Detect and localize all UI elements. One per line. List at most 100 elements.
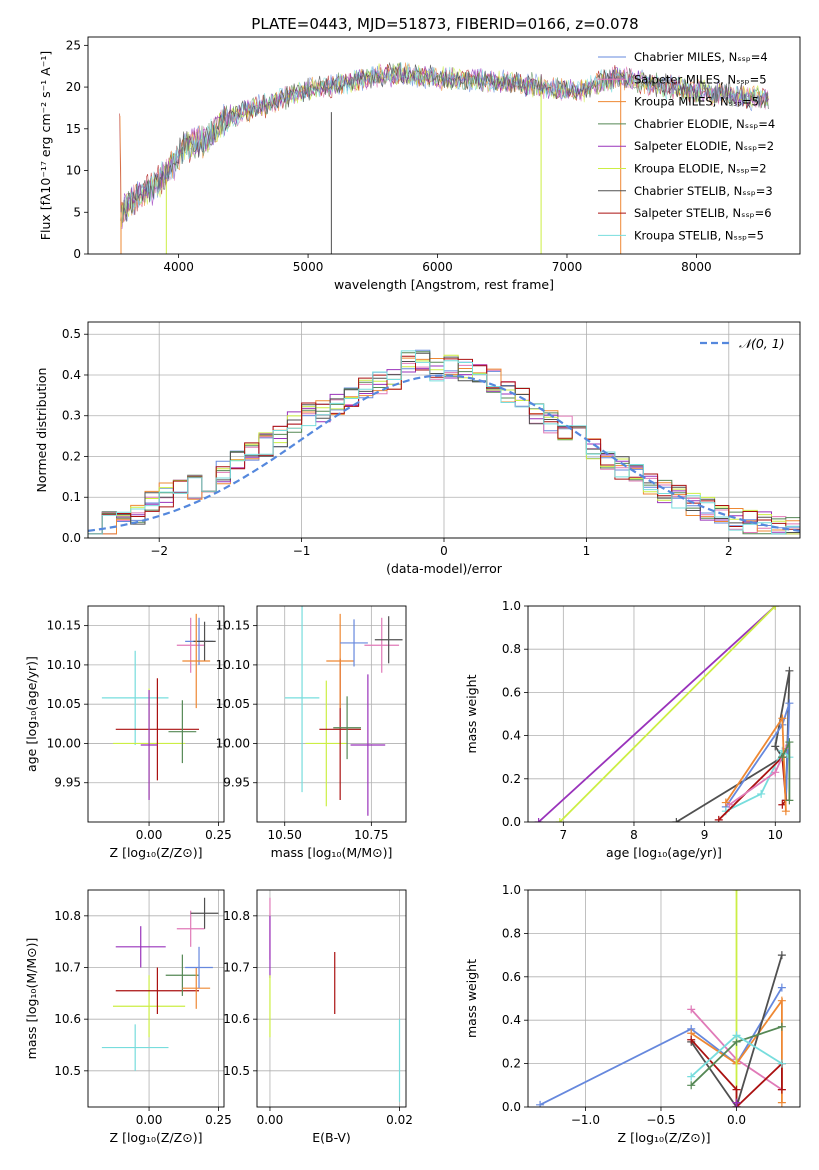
x-tick-label: −1 (293, 544, 311, 558)
x-axis-label: (data-model)/error (386, 561, 503, 576)
weight-marker-kroupa_miles (777, 996, 786, 1005)
y-tick-label: 10.15 (47, 619, 81, 633)
weight-line-kroupa_elodie (559, 606, 776, 822)
weight-marker-chabrier_stelib (672, 818, 681, 822)
panel-2: −2 −1 0 1 2 0.0 0.1 0.2 0.3 0.4 0.5 (data-model)/er… (34, 321, 801, 576)
legend-label-salpeter_elodie: Salpeter ELODIE, Nₛₛₚ=2 (634, 139, 774, 153)
y-tick-label: 0.4 (502, 1013, 521, 1027)
y-tick-label: 10.8 (54, 909, 81, 923)
y-tick-label: 0.6 (502, 970, 521, 984)
weight-marker-chabrier_miles (536, 1100, 545, 1107)
x-tick-label: −0.5 (646, 1113, 675, 1127)
weight-marker-kroupa_elodie (771, 606, 780, 610)
panel-plot-area (257, 890, 406, 1107)
panel-frame (87, 36, 801, 255)
panel-plot-area (257, 606, 406, 822)
y-tick-label: 0.2 (502, 1057, 521, 1071)
x-tick-label: 0.25 (205, 828, 232, 842)
x-tick-label: 0.00 (257, 1113, 284, 1127)
panel-frame (256, 889, 407, 1108)
y-tick-label: 15 (66, 122, 81, 136)
x-axis-label: age [log₁₀(age/yr)] (606, 845, 722, 860)
y-tick-label: 5 (73, 205, 81, 219)
y-tick-label: 10.10 (216, 658, 250, 672)
panel-frame (87, 889, 225, 1108)
y-axis-label: Normed distribution (34, 368, 49, 493)
y-tick-label: 9.95 (223, 776, 250, 790)
x-tick-label: 0.0 (727, 1113, 746, 1127)
panel-plot-area (88, 890, 224, 1107)
legend-label-kroupa_miles: Kroupa MILES, Nₛₛₚ=5 (634, 95, 759, 109)
y-tick-label: 10 (66, 164, 81, 178)
spectrum-legend: Chabrier MILES, Nₛₛₚ=4 Salpeter MILES, Nₛ… (598, 50, 775, 242)
weight-marker-kroupa_miles (777, 1098, 786, 1107)
y-tick-label: 0.3 (62, 409, 81, 423)
x-tick-label: 2 (725, 544, 733, 558)
y-axis-label: mass weight (464, 674, 479, 753)
spectrum-kroupa_stelib (122, 62, 769, 221)
weight-marker-salpeter_miles (687, 1005, 696, 1014)
x-tick-label: 10.50 (268, 828, 302, 842)
y-tick-label: 10.6 (223, 1012, 250, 1026)
weight-line-salpeter_stelib (690, 1039, 783, 1107)
y-tick-label: 0.2 (62, 449, 81, 463)
weight-marker-salpeter_stelib (714, 815, 723, 822)
y-axis-label: mass weight (464, 959, 479, 1038)
x-tick-label: −1.0 (571, 1113, 600, 1127)
y-tick-label: 0.1 (62, 490, 81, 504)
y-tick-label: 0.4 (502, 729, 521, 743)
panel-frame (527, 889, 801, 1108)
legend-label-chabrier_elodie: Chabrier ELODIE, Nₛₛₚ=4 (634, 117, 775, 131)
x-tick-label: 9 (701, 828, 709, 842)
weight-marker-chabrier_miles (777, 983, 786, 992)
x-tick-label: 1 (583, 544, 591, 558)
y-tick-label: 10.15 (216, 619, 250, 633)
weight-line-chabrier_miles (539, 987, 783, 1106)
y-tick-label: 0.5 (62, 327, 81, 341)
y-tick-label: 0.2 (502, 772, 521, 786)
x-tick-label: 8000 (681, 260, 712, 274)
y-tick-label: 9.95 (54, 776, 81, 790)
spectrum-lines (119, 61, 769, 254)
y-tick-label: 10.10 (47, 658, 81, 672)
weight-lines (534, 606, 794, 822)
panel-frame (87, 605, 225, 823)
normal-curve (88, 374, 800, 532)
y-tick-label: 0.6 (502, 685, 521, 699)
figure-title: PLATE=0443, MJD=51873, FIBERID=0166, z=0… (251, 15, 638, 33)
x-tick-label: −2 (150, 544, 168, 558)
weight-marker-salpeter_stelib (687, 1035, 696, 1044)
y-tick-label: 10.8 (223, 909, 250, 923)
weight-line-chabrier_miles (725, 702, 791, 808)
weight-marker-kroupa_stelib (732, 1031, 741, 1040)
weight-marker-chabrier_stelib (771, 742, 780, 751)
weight-lines (536, 890, 786, 1107)
weight-marker-chabrier_stelib (777, 951, 786, 960)
legend-label-salpeter_miles: Salpeter MILES, Nₛₛₚ=5 (634, 72, 767, 86)
weight-marker-chabrier_elodie (777, 1022, 786, 1031)
panel-5: 7 8 9 10 0.0 0.2 0.4 0.6 0.8 1.0 age [log₁₀(age/yr… (464, 599, 801, 860)
panel-4: 10.50 10.75 9.95 10.00 10.05 10.10 10.15 mass [… (216, 605, 407, 860)
legend-label-chabrier_stelib: Chabrier STELIB, Nₛₛₚ=3 (634, 184, 773, 198)
legend-label-chabrier_miles: Chabrier MILES, Nₛₛₚ=4 (634, 50, 768, 64)
x-tick-label: 0.00 (136, 1113, 163, 1127)
y-tick-label: 20 (66, 80, 81, 94)
weight-marker-chabrier_elodie (785, 796, 794, 805)
x-tick-label: 10 (768, 828, 783, 842)
x-tick-label: 7 (560, 828, 568, 842)
y-tick-label: 10.00 (47, 736, 81, 750)
x-axis-label: wavelength [Angstrom, rest frame] (334, 277, 554, 292)
weight-marker-salpeter_elodie (732, 1098, 741, 1107)
panel-plot-area (88, 606, 224, 822)
weight-marker-chabrier_stelib (785, 666, 794, 675)
weight-marker-kroupa_stelib (757, 789, 766, 798)
x-axis-label: E(B-V) (312, 1130, 351, 1145)
spectrum-chabrier_stelib (122, 61, 769, 223)
weight-marker-salpeter_elodie (534, 818, 543, 822)
legend-label-normal: 𝒩(0, 1) (739, 336, 785, 351)
weight-marker-chabrier_elodie (687, 1081, 696, 1090)
y-tick-label: 10.05 (47, 697, 81, 711)
x-tick-label: 10.75 (354, 828, 388, 842)
x-axis-label: Z [log₁₀(Z/Z⊙)] (110, 1130, 203, 1145)
